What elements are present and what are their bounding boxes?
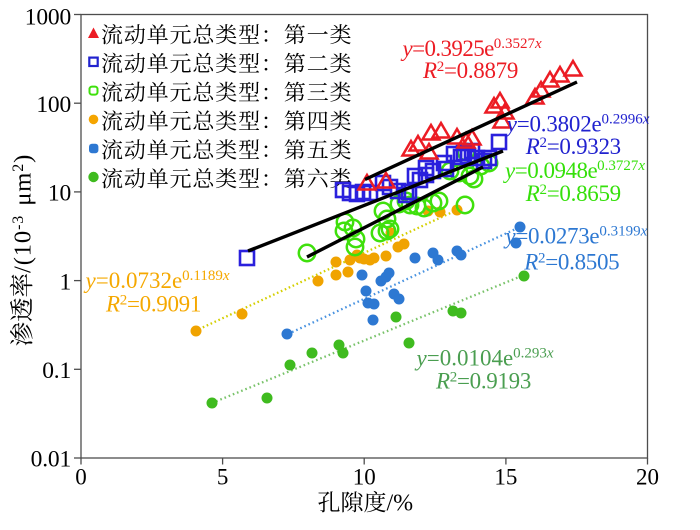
svg-text:5: 5 [217,465,229,490]
svg-text:y=0.0104e0.293x: y=0.0104e0.293x [415,346,554,371]
svg-text:y=0.0273e0.3199x: y=0.0273e0.3199x [503,224,647,249]
svg-text:R2=0.8659: R2=0.8659 [525,181,621,206]
svg-text:R2=0.8879: R2=0.8879 [422,58,518,83]
svg-text:y=0.3802e0.2996x: y=0.3802e0.2996x [505,112,650,137]
svg-text:R2=0.9323: R2=0.9323 [525,134,621,159]
svg-text:100: 100 [36,92,71,118]
svg-text:/%: /% [387,491,414,517]
svg-text:y=0.0732e0.1189x: y=0.0732e0.1189x [84,268,230,293]
svg-text:15: 15 [494,465,517,490]
svg-text:0: 0 [75,465,87,490]
svg-text:1000: 1000 [25,4,71,30]
svg-text:y=0.3925e0.3527x: y=0.3925e0.3527x [401,36,543,61]
svg-text:1: 1 [59,269,71,295]
svg-text:R2=0.9193: R2=0.9193 [435,369,531,394]
svg-text:20: 20 [636,465,659,490]
svg-text:y=0.0948e0.3727x: y=0.0948e0.3727x [503,158,645,183]
svg-text:0.01: 0.01 [31,447,71,473]
svg-text:10: 10 [353,465,376,490]
svg-text:0.1: 0.1 [42,358,71,384]
svg-text:R2=0.8505: R2=0.8505 [523,250,619,275]
svg-text:/(10-3 μm2): /(10-3 μm2) [10,154,37,273]
svg-text:10: 10 [48,181,71,207]
svg-text:R2=0.9091: R2=0.9091 [105,292,201,317]
